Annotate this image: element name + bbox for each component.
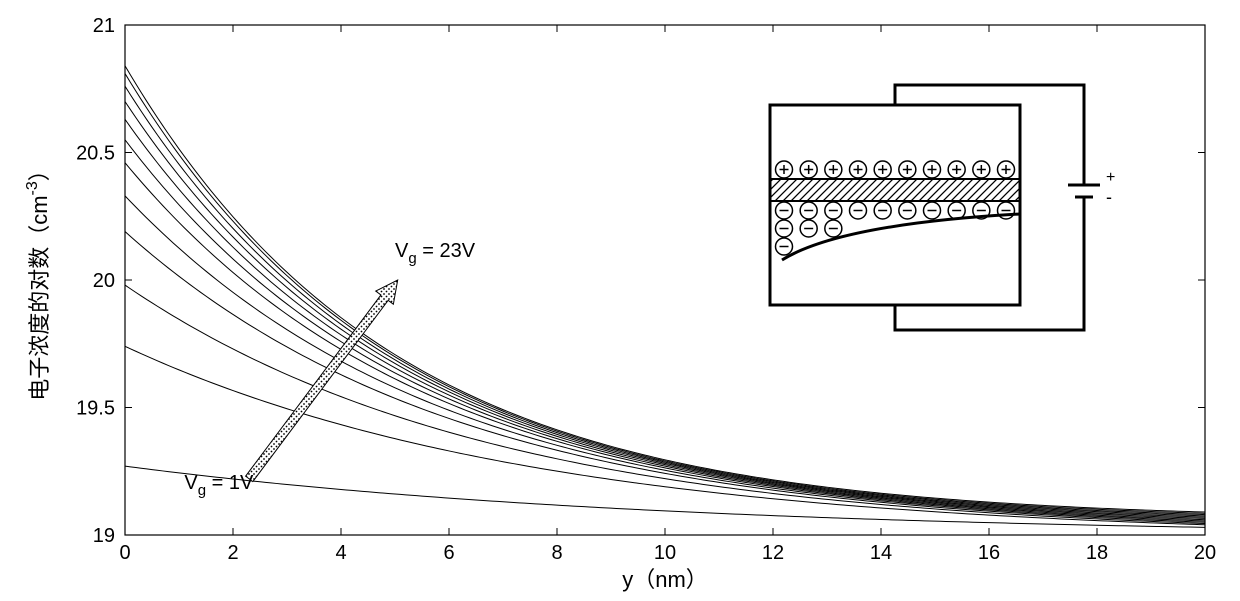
x-axis-label: y（nm） <box>622 567 708 592</box>
inset-schematic: +- <box>770 85 1115 330</box>
x-tick-label: 16 <box>978 542 1000 564</box>
chart-svg: 0 2 4 6 8 10 12 14 16 18 20 19 19.5 20 20.5 21 y（nm） 电子… <box>0 0 1240 601</box>
chart-container: 0 2 4 6 8 10 12 14 16 18 20 19 19.5 20 20.5 21 y（nm） 电子… <box>0 0 1240 601</box>
x-tick-label: 10 <box>654 542 676 564</box>
y-tick-label: 20.5 <box>76 143 115 165</box>
line-series-group <box>125 66 1205 528</box>
x-tick-label: 4 <box>335 542 346 564</box>
series-line <box>125 285 1205 523</box>
x-tick-label: 2 <box>227 542 238 564</box>
x-tick-label: 8 <box>551 542 562 564</box>
x-tick-label: 6 <box>443 542 454 564</box>
annotation-vg-low: Vg = 1V <box>184 472 254 499</box>
series-line <box>125 196 1205 521</box>
series-line <box>125 66 1205 512</box>
battery-minus: - <box>1106 187 1112 207</box>
plot-area-border <box>125 25 1205 535</box>
battery-plus: + <box>1106 169 1115 186</box>
y-tick-label: 19.5 <box>76 398 115 420</box>
y-tick-label: 20 <box>93 270 115 292</box>
y-tick-label: 19 <box>93 525 115 547</box>
x-tick-label: 20 <box>1194 542 1216 564</box>
x-tick-label: 0 <box>119 542 130 564</box>
series-line <box>125 86 1205 514</box>
x-tick-label: 14 <box>870 542 892 564</box>
annotation-vg-high: Vg = 23V <box>395 240 476 267</box>
dielectric-layer <box>770 179 1020 201</box>
series-line <box>125 119 1205 517</box>
series-line <box>125 102 1205 516</box>
x-tick-label: 12 <box>762 542 784 564</box>
y-axis-label: 电子浓度的对数（cm-3） <box>24 159 52 401</box>
x-tick-label: 18 <box>1086 542 1108 564</box>
y-tick-label: 21 <box>93 15 115 37</box>
series-line <box>125 73 1205 513</box>
